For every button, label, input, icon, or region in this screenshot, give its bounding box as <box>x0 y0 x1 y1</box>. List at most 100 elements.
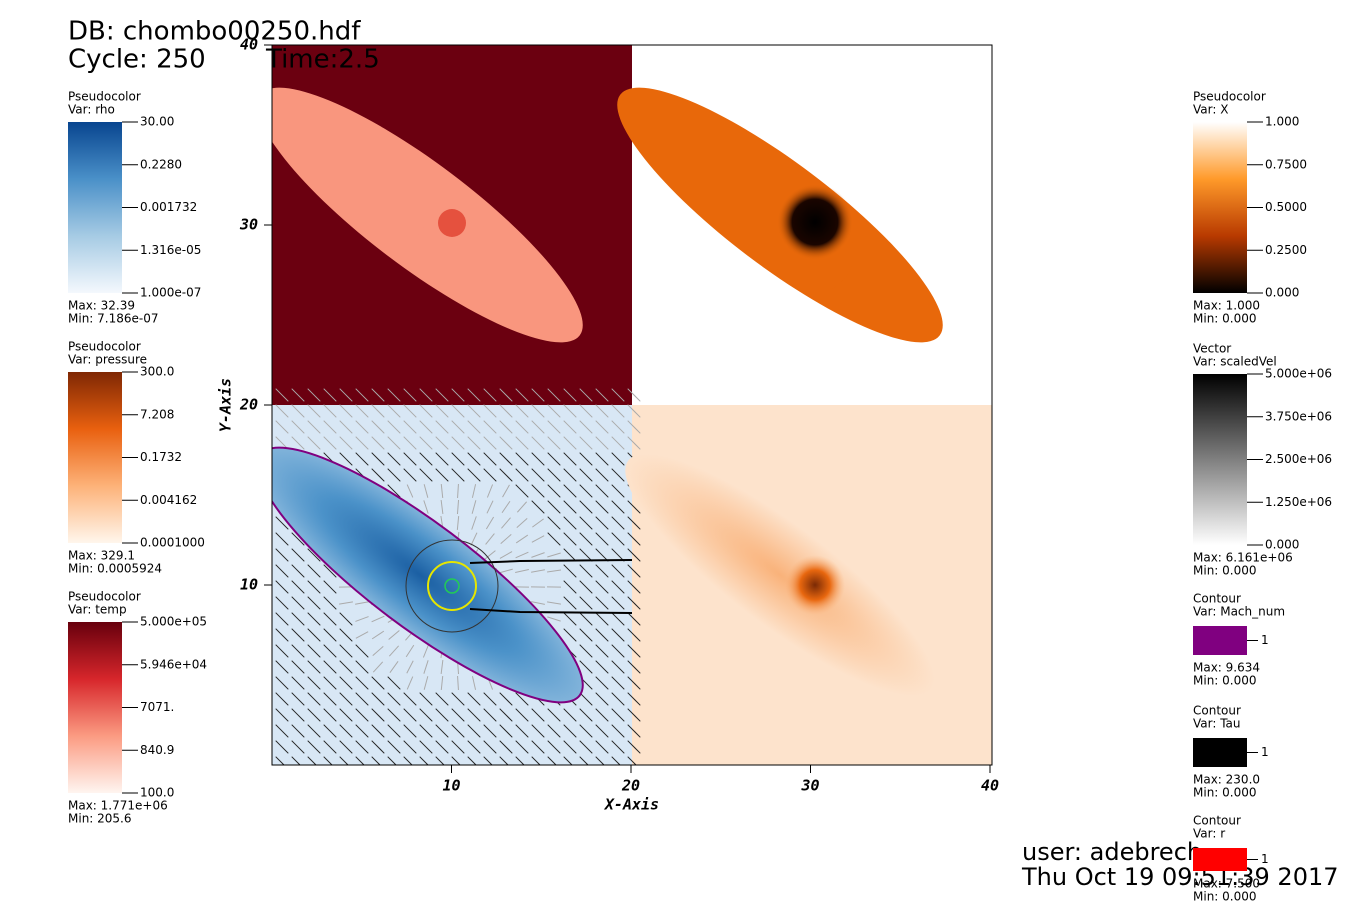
vector-arrow <box>423 484 429 498</box>
vector-arrow <box>403 756 413 765</box>
vector-arrow <box>387 388 401 402</box>
vector-arrow <box>563 500 577 514</box>
vector-arrow <box>435 404 449 418</box>
vector-arrow <box>627 516 641 530</box>
vector-arrow <box>291 644 305 658</box>
vector-arrow <box>579 420 593 434</box>
vector-arrow <box>531 708 545 722</box>
vector-arrow <box>595 580 609 594</box>
vector-arrow <box>387 404 401 418</box>
vector-arrow <box>275 516 289 530</box>
vector-arrow <box>547 484 561 498</box>
vector-arrow <box>595 388 609 402</box>
vector-arrow <box>467 692 481 706</box>
vector-arrow <box>291 660 305 674</box>
vector-arrow <box>579 516 593 530</box>
legend-var: Var: Tau <box>1193 717 1241 731</box>
vector-arrow <box>371 708 385 722</box>
legend-var: Var: X <box>1193 103 1228 117</box>
vector-arrow <box>403 724 417 738</box>
vector-arrow <box>515 484 529 498</box>
vector-arrow <box>579 388 593 402</box>
legend-min: Min: 0.000 <box>1193 312 1257 326</box>
vector-arrow <box>435 388 449 402</box>
vector-arrow <box>307 708 321 722</box>
vector-arrow <box>595 516 609 530</box>
tau-line <box>469 559 633 564</box>
vector-arrow <box>547 516 561 530</box>
vector-arrow <box>515 388 529 402</box>
legend-max: Max: 230.0 <box>1193 773 1260 787</box>
vector-arrow <box>419 420 433 434</box>
vector-arrow <box>291 756 301 765</box>
legend-min: Min: 0.000 <box>1193 890 1257 901</box>
vector-arrow <box>531 468 545 482</box>
vector-arrow <box>456 499 460 515</box>
vector-arrow <box>515 436 529 450</box>
vector-arrow <box>387 676 401 690</box>
vector-arrow <box>339 708 353 722</box>
vector-arrow <box>323 404 337 418</box>
vector-arrow <box>531 569 545 573</box>
vector-arrow <box>547 724 561 738</box>
vector-arrow <box>547 740 561 754</box>
vector-arrow <box>307 580 321 594</box>
legend-min: Min: 205.6 <box>68 812 132 826</box>
vector-arrow <box>422 644 430 658</box>
vector-arrow <box>355 756 365 765</box>
vector-arrow <box>499 436 513 450</box>
vector-arrow <box>371 630 385 640</box>
vector-arrow <box>595 532 609 546</box>
legend-max: Max: 1.771e+06 <box>68 799 168 813</box>
vector-arrow <box>531 740 545 754</box>
vector-arrow <box>355 452 369 466</box>
vector-arrow <box>595 708 609 722</box>
vector-arrow <box>627 548 641 562</box>
vector-arrow <box>467 404 481 418</box>
vector-arrow <box>499 404 513 418</box>
plot-area <box>272 45 992 765</box>
contour-inner <box>444 578 460 594</box>
vector-arrow <box>595 596 609 610</box>
legend-tick-label: 0.2280 <box>140 157 182 171</box>
contour-swatch <box>1193 848 1247 871</box>
vector-arrow <box>467 724 481 738</box>
vector-arrow <box>355 420 369 434</box>
legend-min: Min: 7.186e-07 <box>68 312 159 326</box>
vector-arrow <box>515 452 529 466</box>
legend-max: Max: 9.634 <box>1193 661 1260 675</box>
vector-arrow <box>595 660 609 674</box>
vector-arrow <box>323 420 337 434</box>
vector-arrow <box>595 676 609 690</box>
vector-arrow <box>531 500 545 514</box>
legend-var: Var: Mach_num <box>1193 605 1285 619</box>
vector-arrow <box>291 548 305 562</box>
vector-arrow <box>291 740 305 754</box>
vector-arrow <box>451 708 465 722</box>
vector-arrow <box>339 612 353 626</box>
vector-arrow <box>291 532 305 546</box>
vector-arrow <box>323 756 333 765</box>
vector-arrow <box>499 568 513 574</box>
vector-arrow <box>307 612 321 626</box>
legend-tick-label: 840.9 <box>140 743 174 757</box>
vector-arrow <box>371 756 381 765</box>
vector-arrow <box>339 692 353 706</box>
db-label: DB: chombo00250.hdf <box>68 17 361 47</box>
vector-arrow <box>323 628 337 642</box>
vector-arrow <box>531 552 545 558</box>
vector-arrow <box>419 756 429 765</box>
vector-arrow <box>499 756 509 765</box>
vector-arrow <box>403 740 417 754</box>
vector-arrow <box>355 601 369 605</box>
vector-arrow <box>387 756 397 765</box>
vector-arrow <box>611 404 625 418</box>
vector-arrow <box>355 388 369 402</box>
tau-line <box>469 608 633 614</box>
vector-arrow <box>547 420 561 434</box>
vector-arrow <box>339 676 353 690</box>
vector-arrow <box>307 564 321 578</box>
vector-arrow <box>291 628 305 642</box>
